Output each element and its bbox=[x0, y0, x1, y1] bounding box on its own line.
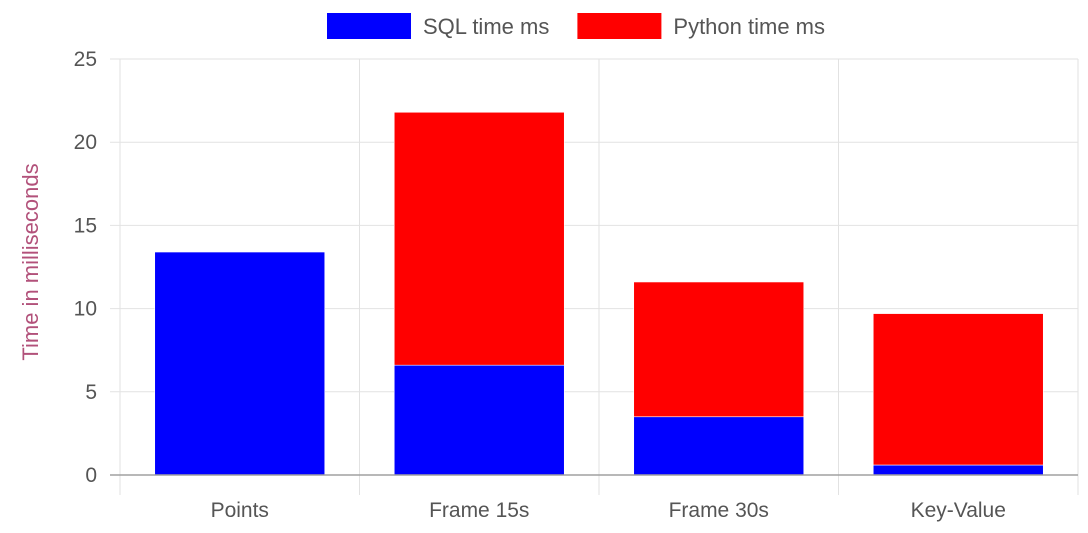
x-tick-label: Key-Value bbox=[911, 499, 1006, 522]
legend-label: SQL time ms bbox=[423, 14, 549, 39]
y-axis-title: Time in milliseconds bbox=[18, 163, 43, 360]
x-tick-label: Frame 30s bbox=[669, 499, 769, 522]
bar-segment[interactable] bbox=[633, 416, 805, 476]
bar-segment[interactable] bbox=[393, 111, 565, 366]
legend-item[interactable]: Python time ms bbox=[577, 13, 825, 39]
bars-layer bbox=[154, 111, 1044, 476]
y-tick-label: 15 bbox=[74, 214, 97, 237]
legend-label: Python time ms bbox=[673, 14, 825, 39]
legend[interactable]: SQL time ms Python time ms bbox=[327, 13, 825, 39]
bar-segment[interactable] bbox=[393, 364, 565, 476]
bar-segment[interactable] bbox=[872, 313, 1044, 466]
legend-swatch bbox=[577, 13, 662, 39]
y-tick-label: 20 bbox=[74, 131, 97, 154]
x-tick-label: Points bbox=[211, 499, 269, 522]
legend-swatch bbox=[327, 13, 411, 39]
bar-segment[interactable] bbox=[872, 464, 1044, 476]
y-tick-label: 5 bbox=[85, 381, 97, 404]
y-tick-label: 25 bbox=[74, 48, 97, 71]
y-tick-label: 0 bbox=[85, 464, 97, 487]
x-tick-label: Frame 15s bbox=[429, 499, 529, 522]
bar-segment[interactable] bbox=[154, 251, 326, 476]
y-tick-label: 10 bbox=[74, 298, 97, 321]
axis-layer: 0 5 10 15 20 25 Points Frame 15s Frame 30s Key-Va… bbox=[74, 48, 1078, 522]
bar-segment[interactable] bbox=[633, 281, 805, 418]
legend-item[interactable]: SQL time ms bbox=[327, 13, 549, 39]
